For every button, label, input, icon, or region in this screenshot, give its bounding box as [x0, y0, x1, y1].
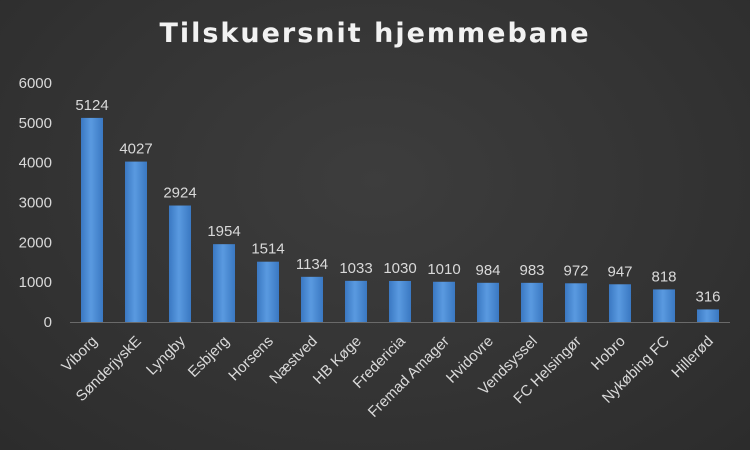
data-label: 5124: [75, 97, 108, 114]
data-label: 4027: [119, 141, 152, 158]
bar: [521, 282, 543, 322]
data-label: 1033: [339, 260, 372, 277]
bar: [433, 281, 455, 322]
data-label: 947: [607, 263, 632, 280]
bar: [213, 244, 235, 322]
x-tick-label: Fremad Amager: [365, 333, 453, 421]
data-label: 984: [475, 262, 500, 279]
data-label: 316: [695, 288, 720, 305]
y-tick-label: 0: [44, 314, 52, 331]
bar: [477, 282, 499, 322]
bars: [81, 117, 719, 322]
y-tick-label: 4000: [19, 155, 52, 172]
bar: [81, 117, 103, 322]
x-tick-label: Hobro: [588, 333, 629, 374]
bar: [565, 283, 587, 322]
chart-title: Tilskuersnit hjemmebane: [159, 18, 591, 49]
data-label: 1134: [296, 256, 328, 273]
y-tick-label: 6000: [19, 75, 52, 92]
bar: [125, 161, 147, 322]
data-labels: 5124 4027 2924 1954 1514 1134 1033 1030 1010 984 9…: [75, 97, 720, 306]
data-label: 1514: [251, 241, 284, 258]
data-label: 1010: [427, 261, 460, 278]
bar: [653, 289, 675, 322]
data-label: 2924: [163, 185, 196, 202]
y-tick-label: 3000: [19, 195, 52, 212]
bar: [697, 309, 719, 322]
y-tick-label: 5000: [19, 115, 52, 132]
bar: [609, 284, 631, 322]
bar: [345, 280, 367, 322]
x-tick-label: Hillerød: [668, 333, 717, 382]
x-tick-label: Lyngby: [143, 332, 189, 378]
bar: [301, 276, 323, 322]
x-tick-label: Viborg: [58, 333, 100, 375]
x-axis: ViborgSønderjyskELyngbyEsbjergHorsensNæs…: [58, 332, 716, 421]
y-axis: 0 1000 2000 3000 4000 5000 6000: [19, 75, 52, 331]
bar: [169, 205, 191, 322]
bar: [389, 280, 411, 322]
data-label: 983: [519, 262, 544, 279]
y-tick-label: 1000: [19, 274, 52, 291]
data-label: 1030: [383, 260, 416, 277]
y-tick-label: 2000: [19, 234, 52, 251]
data-label: 1954: [207, 223, 240, 240]
data-label: 972: [563, 262, 588, 279]
bar: [257, 261, 279, 322]
data-label: 818: [651, 268, 676, 285]
